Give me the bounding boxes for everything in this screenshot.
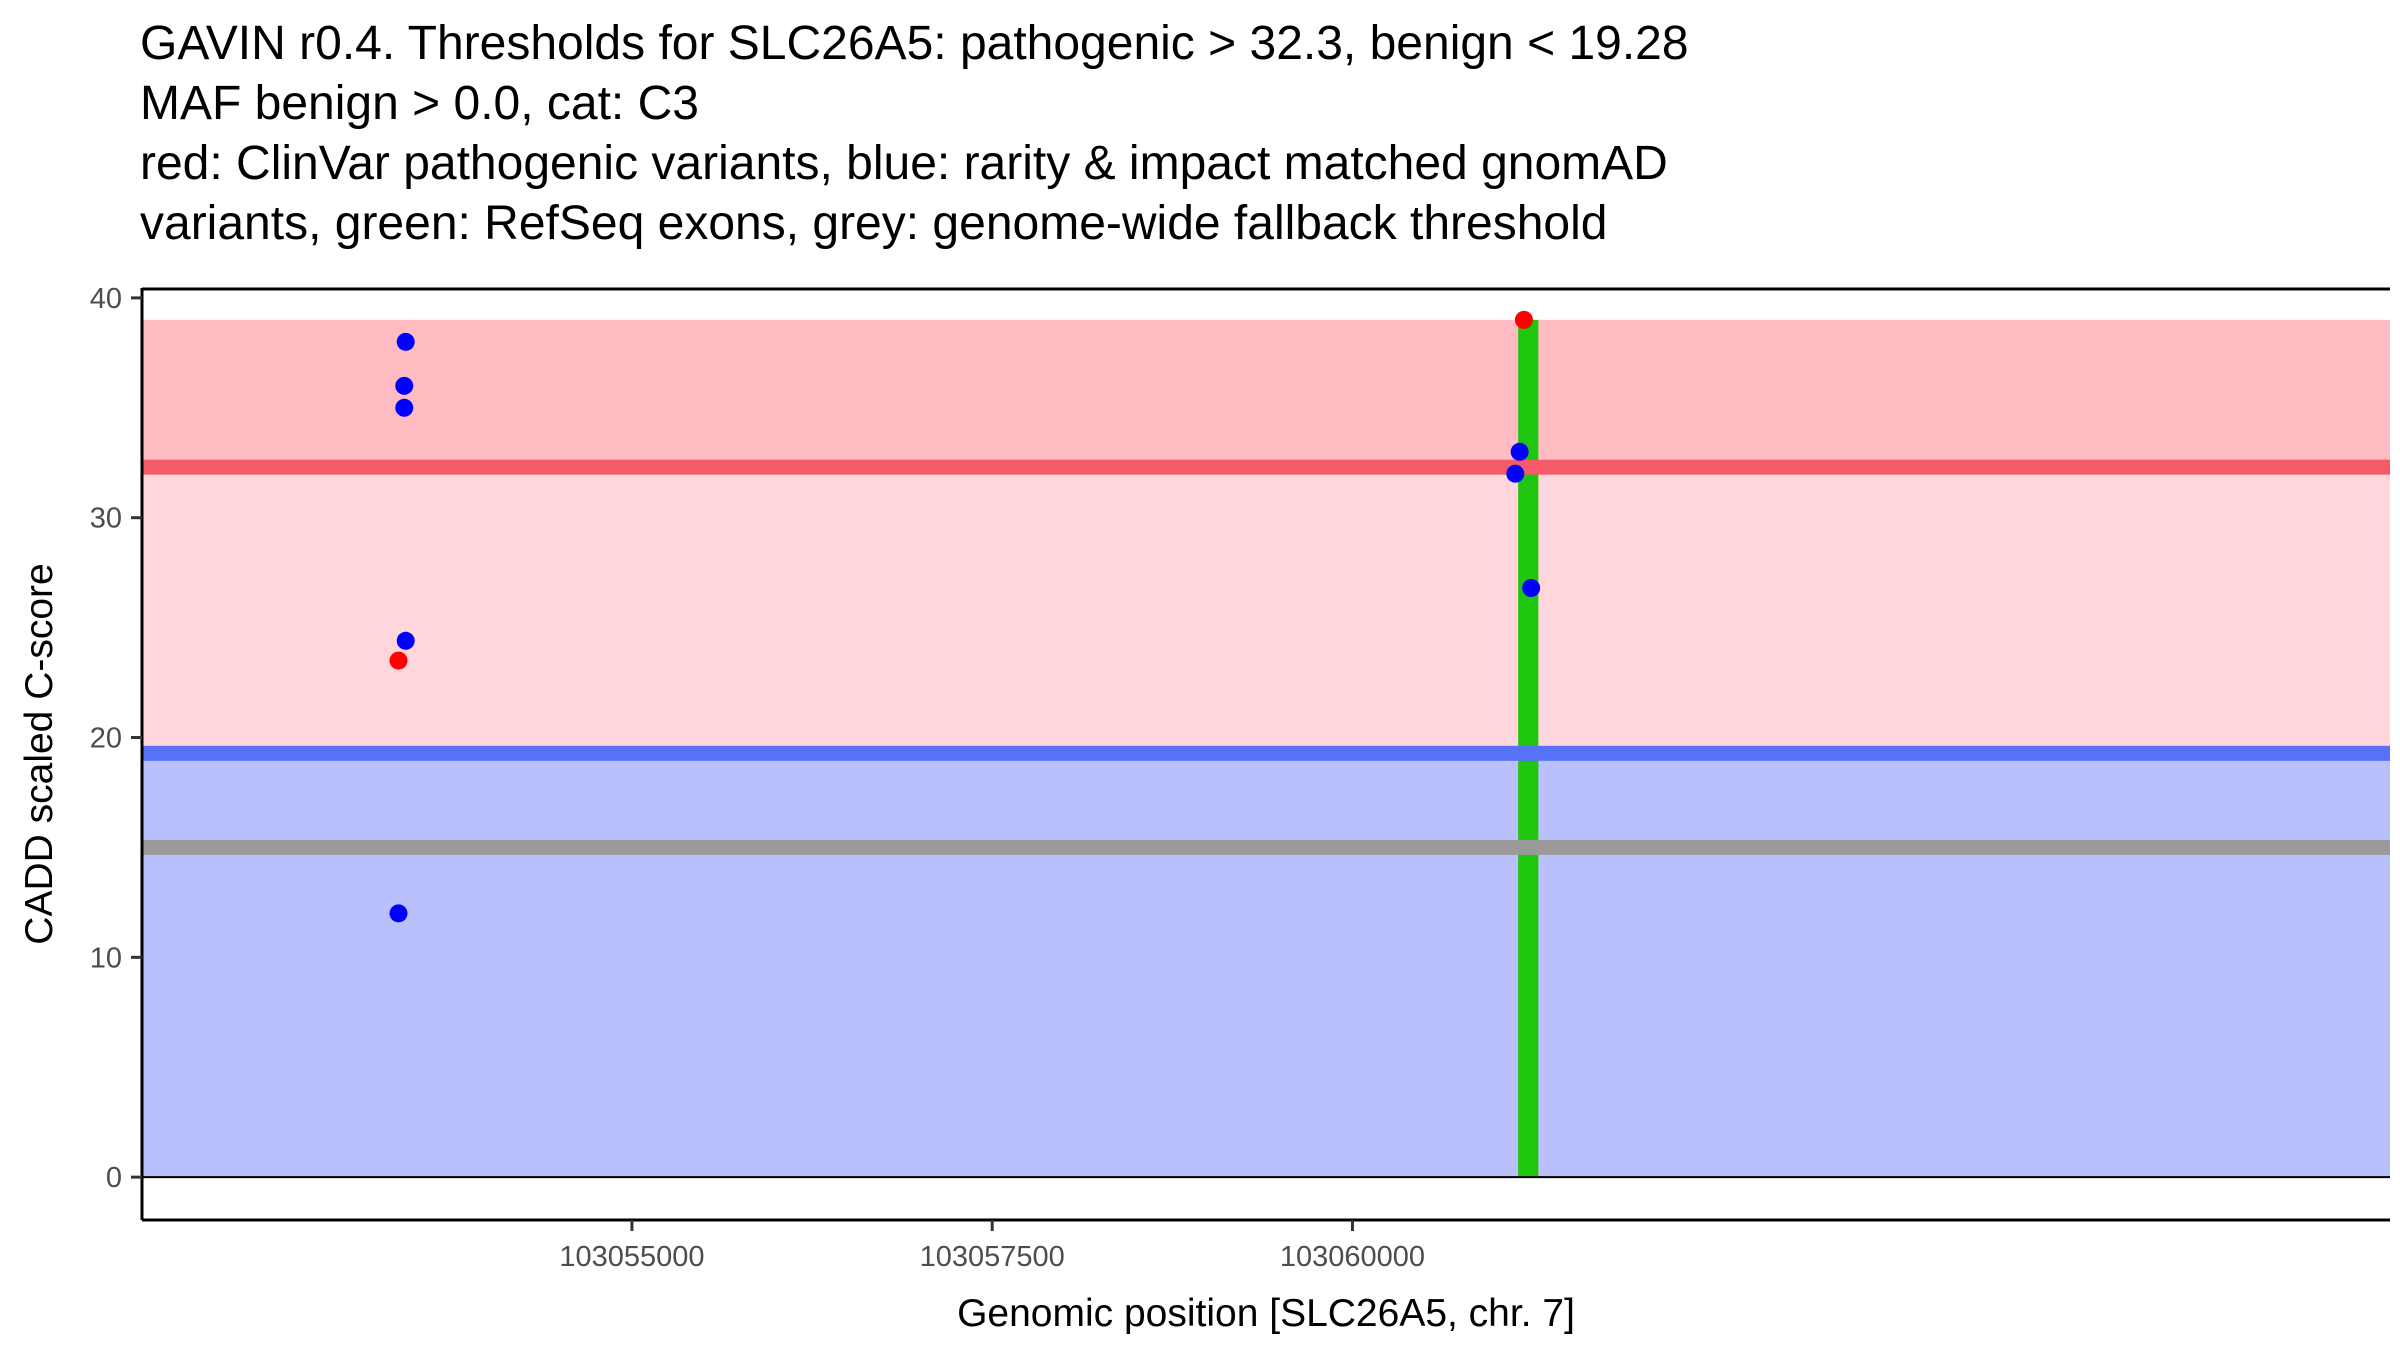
threshold-lines — [142, 459, 2390, 855]
y-tick-label-2: 20 — [90, 723, 122, 755]
y-tick-label-3: 30 — [90, 503, 122, 535]
fallback-threshold-line — [142, 839, 2390, 855]
x-tick-label-1: 103057500 — [920, 1241, 1065, 1273]
x-axis-title: Genomic position [SLC26A5, chr. 7] — [957, 1292, 1575, 1335]
y-tick-label-4: 40 — [90, 283, 122, 315]
y-tick-label-1: 10 — [90, 942, 122, 974]
variant-point-1-2 — [395, 398, 414, 417]
title-line-1: GAVIN r0.4. Thresholds for SLC26A5: path… — [140, 17, 1689, 70]
variant-point-1-4 — [389, 904, 408, 923]
score-bands — [142, 319, 2390, 1178]
benign-threshold-line — [142, 745, 2390, 761]
variant-point-1-3 — [396, 631, 415, 650]
x-tick-label-2: 103060000 — [1280, 1241, 1425, 1273]
variant-point-1-6 — [1506, 464, 1525, 483]
variant-point-1-5 — [1510, 442, 1529, 461]
pathogenic-band — [142, 319, 2390, 468]
variant-point-0-0 — [389, 651, 408, 670]
intermediate-band — [142, 467, 2390, 754]
x-tick-label-0: 103055000 — [559, 1241, 704, 1273]
pathogenic-threshold-line — [142, 459, 2390, 475]
variant-points — [389, 310, 1541, 923]
variant-point-1-1 — [395, 376, 414, 395]
title-line-3: red: ClinVar pathogenic variants, blue: … — [140, 137, 1668, 190]
title-line-4: variants, green: RefSeq exons, grey: gen… — [140, 197, 1608, 250]
variant-point-1-0 — [396, 332, 415, 351]
y-tick-label-0: 0 — [106, 1162, 122, 1194]
y-axis-title: CADD scaled C-score — [18, 563, 61, 944]
variant-point-0-1 — [1514, 310, 1533, 329]
axes: 0 10 20 30 40 103055000 103057500 103060000 — [90, 283, 2390, 1273]
benign-band — [142, 753, 2390, 1178]
title-line-2: MAF benign > 0.0, cat: C3 — [140, 77, 699, 130]
variant-point-1-7 — [1522, 579, 1541, 598]
chart-title: GAVIN r0.4. Thresholds for SLC26A5: path… — [140, 14, 2380, 254]
